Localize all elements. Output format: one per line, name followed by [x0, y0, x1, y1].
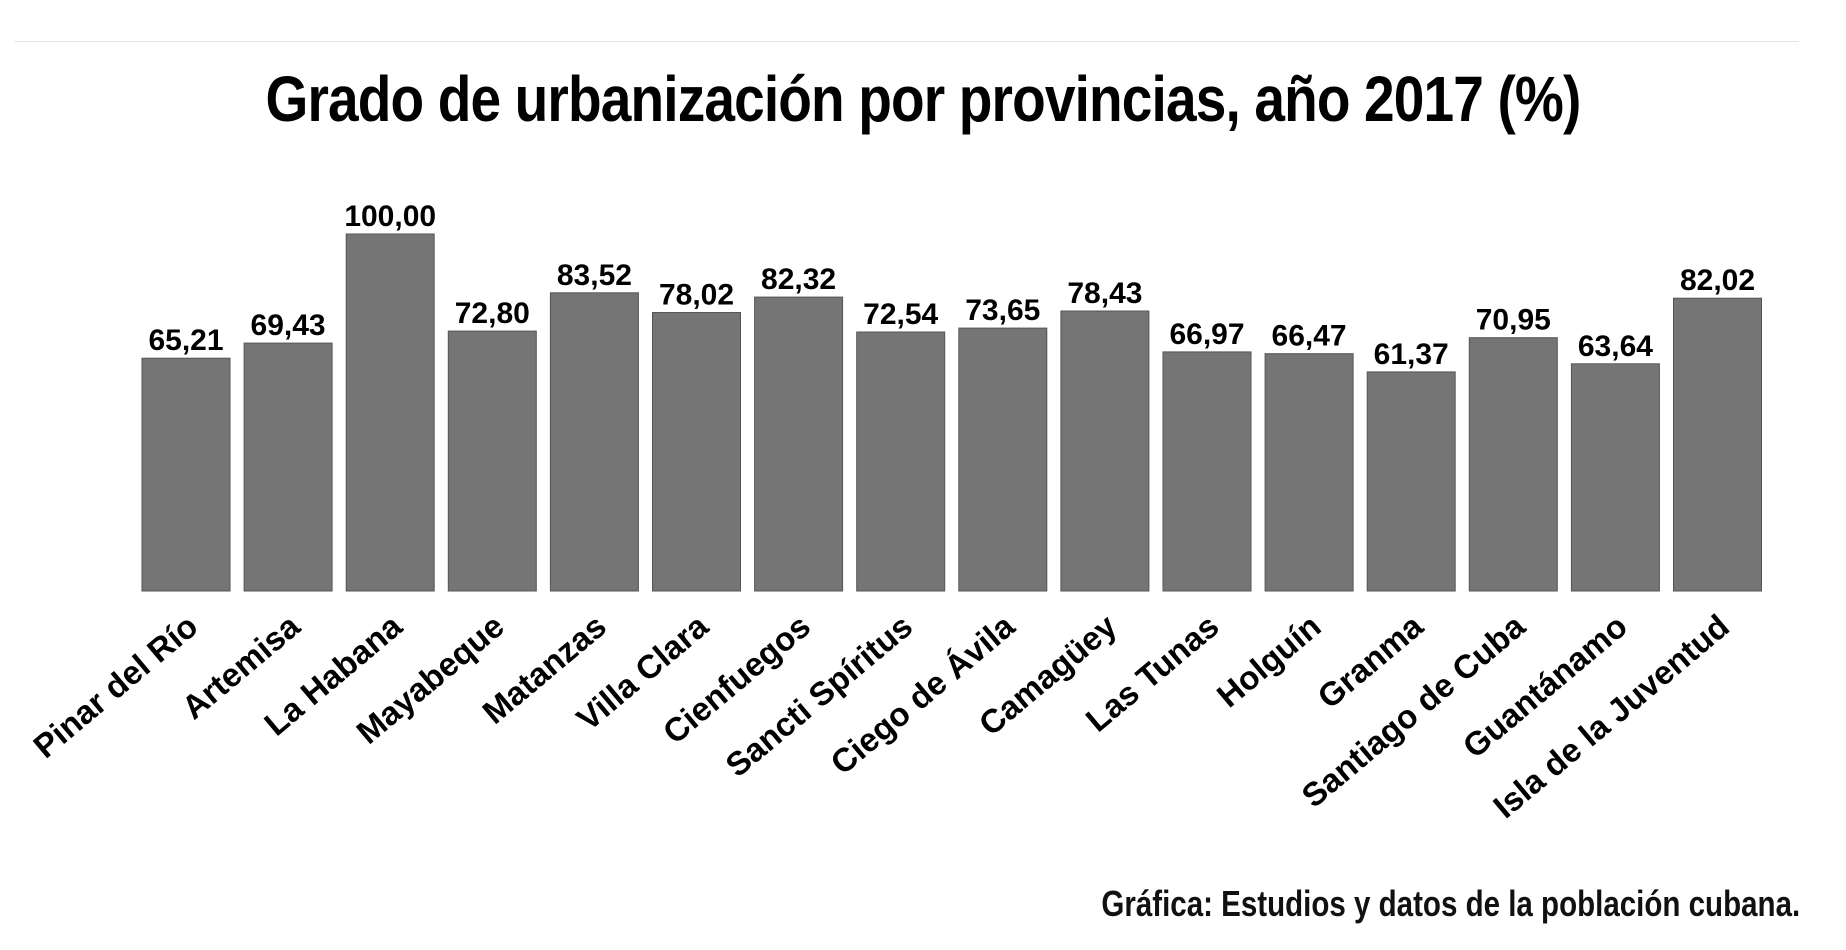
bar — [345, 233, 435, 592]
bar — [1468, 337, 1558, 592]
bar — [856, 331, 946, 592]
top-divider — [14, 41, 1799, 42]
value-label: 82,02 — [1680, 264, 1755, 297]
value-label: 66,97 — [1169, 318, 1244, 351]
bar — [549, 292, 639, 592]
value-label: 78,43 — [1067, 277, 1142, 310]
bar — [141, 357, 231, 592]
bar — [1060, 310, 1150, 592]
value-label: 78,02 — [659, 279, 734, 312]
value-label: 72,80 — [455, 297, 530, 330]
category-label: Holguín — [1210, 607, 1328, 714]
value-label: 73,65 — [965, 294, 1040, 327]
value-label: 66,47 — [1272, 320, 1347, 353]
chart-title: Grado de urbanización por provincias, añ… — [265, 63, 1582, 135]
bar — [1570, 363, 1660, 592]
value-label: 72,54 — [863, 298, 938, 331]
value-label: 69,43 — [251, 309, 326, 342]
value-label: 70,95 — [1476, 304, 1551, 337]
source-credit: Gráfica: Estudios y datos de la població… — [1101, 883, 1800, 924]
category-label: Pinar del Río — [26, 607, 204, 765]
bar — [1162, 351, 1252, 592]
bar — [652, 312, 741, 592]
bar — [754, 296, 844, 592]
category-label: Sancti Spíritus — [718, 607, 919, 784]
value-label: 65,21 — [148, 324, 223, 357]
bar — [1264, 353, 1354, 592]
bar — [243, 342, 333, 592]
value-label: 83,52 — [557, 259, 632, 292]
value-label: 61,37 — [1374, 338, 1449, 371]
bar — [1673, 297, 1762, 592]
category-label: Ciego de Ávila — [823, 607, 1021, 782]
value-label: 82,32 — [761, 263, 836, 296]
bar — [447, 330, 537, 592]
bar — [958, 327, 1048, 592]
value-label: 100,00 — [344, 200, 436, 233]
bar — [1366, 371, 1456, 592]
value-label: 63,64 — [1578, 330, 1653, 363]
